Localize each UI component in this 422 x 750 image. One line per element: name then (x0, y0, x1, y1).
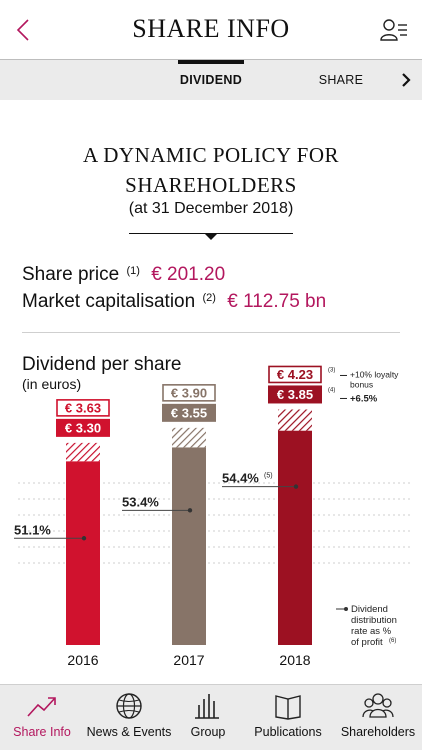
app-header: SHARE INFO (0, 0, 422, 60)
kpi-footnote: (1) (126, 265, 140, 277)
headline-date: (at 31 December 2018) (128, 200, 294, 217)
buildings-icon (195, 694, 219, 719)
tab-share-price[interactable]: SHARE PRICE (318, 73, 364, 127)
bar-bonus-2018 (278, 409, 312, 431)
user-list-icon (380, 19, 407, 41)
headline: A DYNAMIC POLICY FOR SHAREHOLDERS (0, 140, 422, 200)
headline-divider-arrow (205, 234, 217, 240)
kpi-market-cap: Market capitalisation (2) € 112.75 bn (22, 291, 326, 313)
chevron-left-icon (16, 19, 29, 41)
nav-group[interactable]: Group (174, 685, 242, 750)
tab-next-button[interactable] (396, 68, 416, 92)
legend-text: Dividend (351, 604, 388, 615)
kpi-label: Market capitalisation (22, 291, 196, 312)
people-icon (362, 693, 394, 718)
payout-rate-label: 51.1% (14, 522, 51, 537)
legend-text: of profit (351, 637, 383, 648)
chart-subtitle: (in euros) (22, 376, 82, 392)
dividend-chart: 2016 € 3.30 € 3.63 2017 € 3.55 € 3.90 2018 € 3.… (14, 365, 410, 668)
chart-bars (66, 409, 312, 645)
legend-text: distribution (351, 615, 397, 626)
profile-menu-button[interactable] (380, 16, 408, 44)
payout-rate-dot (81, 536, 87, 541)
kpi-label: Share price (22, 264, 120, 285)
trending-up-icon (27, 697, 56, 717)
chart-title: Dividend per share (22, 354, 182, 375)
payout-rate-label: 54.4% (222, 471, 259, 486)
page-title: SHARE INFO (132, 14, 290, 43)
value-box-base (268, 385, 322, 404)
legend-footnote: (6) (389, 638, 396, 644)
chart-labels: 2016 € 3.30 € 3.63 2017 € 3.55 € 3.90 2018 € 3.… (14, 365, 399, 668)
back-button[interactable] (10, 12, 40, 46)
annotation-text: +6.5% (350, 393, 378, 404)
bar-base-2018 (278, 430, 312, 645)
value-box-total (56, 399, 110, 417)
payout-rate-label: 53.4% (122, 494, 159, 509)
nav-label: Share Info (13, 725, 71, 739)
payout-rate-dot (187, 508, 193, 513)
data-label-total: € 3.63 (65, 400, 101, 415)
bar-base-2016 (66, 461, 100, 645)
bar-base-2017 (172, 447, 206, 645)
annotation-footnote: (3) (328, 367, 335, 373)
tab-bar: DIVIDEND SHARE PRICE (0, 60, 422, 127)
bottom-navigation: Share Info News & Events Group Publicati… (0, 684, 422, 750)
nav-publications[interactable]: Publications (242, 685, 334, 750)
annotation-text: bonus (350, 379, 373, 389)
x-tick-label: 2018 (279, 652, 310, 668)
legend-dot (344, 607, 348, 611)
annotation-footnote: (4) (328, 387, 335, 393)
nav-share-info[interactable]: Share Info (0, 685, 84, 750)
annotation-text: +10% loyalty (350, 369, 399, 379)
nav-label: Group (190, 725, 226, 739)
nav-label: Shareholders (340, 725, 416, 739)
nav-label: Publications (254, 725, 322, 739)
data-label-base: € 3.30 (65, 420, 101, 435)
x-tick-label: 2017 (173, 652, 204, 668)
data-label-base: € 3.55 (171, 405, 207, 420)
data-label-total: € 4.23 (277, 367, 313, 382)
bar-bonus-2017 (172, 427, 206, 448)
kpi-value: € 112.75 bn (227, 291, 327, 312)
nav-shareholders[interactable]: Shareholders (334, 685, 422, 750)
nav-label: News & Events (86, 725, 172, 739)
headline-line-1: A DYNAMIC POLICY FOR (82, 143, 339, 167)
globe-icon (116, 693, 142, 719)
dividend-content: A DYNAMIC POLICY FOR SHAREHOLDERS (at 31… (0, 100, 422, 684)
tab-dividend[interactable]: DIVIDEND (168, 60, 254, 100)
payout-rate-dot (293, 484, 299, 489)
value-box-total (162, 384, 216, 402)
data-label-total: € 3.90 (171, 385, 207, 400)
nav-news-events[interactable]: News & Events (84, 685, 174, 750)
headline-divider (129, 233, 293, 234)
bar-bonus-2016 (66, 442, 100, 462)
kpi-value: € 201.20 (151, 264, 226, 285)
value-box-base (162, 403, 216, 422)
book-icon (275, 695, 301, 720)
section-divider (22, 332, 400, 333)
value-box-total (268, 365, 322, 384)
payout-rate-footnote: (5) (264, 473, 273, 480)
value-box-base (56, 418, 110, 437)
headline-line-2: SHAREHOLDERS (125, 173, 297, 197)
data-label-base: € 3.85 (277, 387, 313, 402)
x-tick-label: 2016 (67, 652, 98, 668)
kpi-share-price: Share price (1) € 201.20 (22, 264, 225, 286)
kpi-footnote: (2) (202, 292, 216, 304)
legend-text: rate as % (351, 626, 392, 637)
chevron-right-icon (402, 73, 411, 87)
